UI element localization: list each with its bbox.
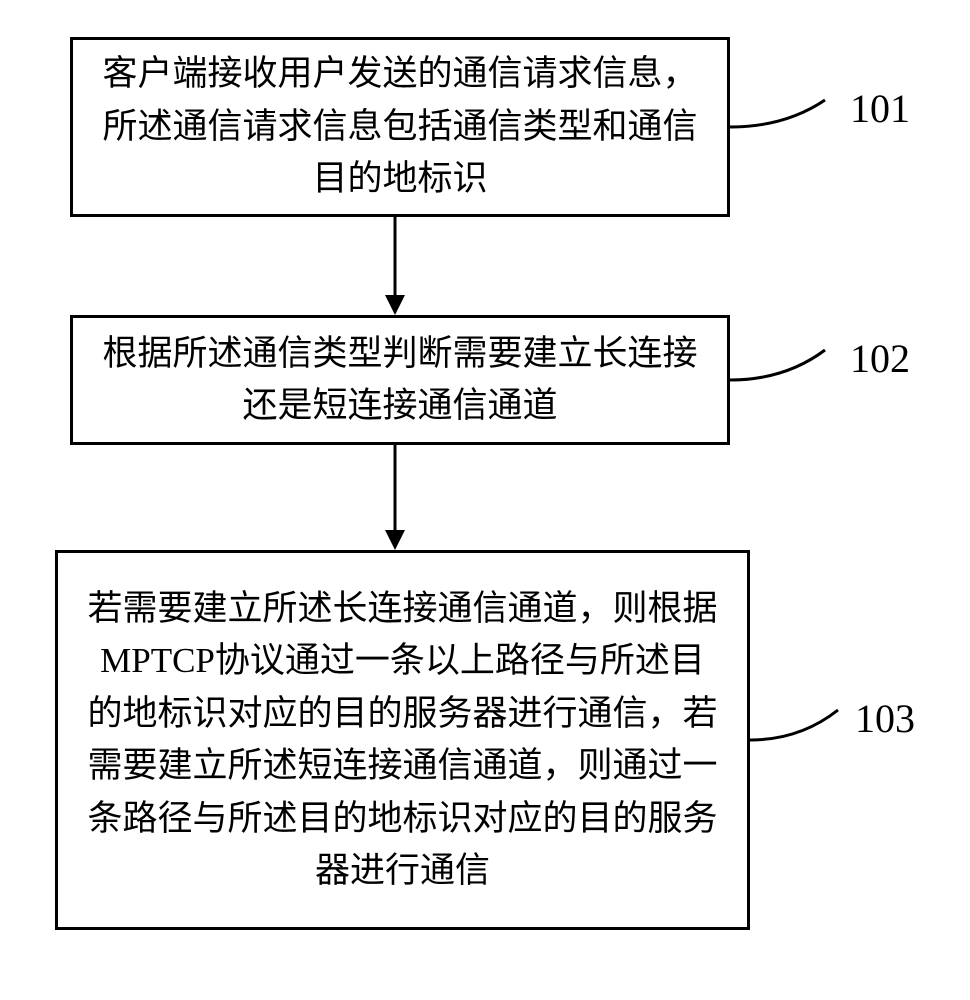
box-102-text: 根据所述通信类型判断需要建立长连接还是短连接通信通道 — [98, 328, 702, 433]
box-103-label: 103 — [855, 695, 915, 742]
flowchart-box-101: 客户端接收用户发送的通信请求信息，所述通信请求信息包括通信类型和通信目的地标识 — [70, 37, 730, 217]
arrow-1 — [380, 217, 410, 315]
flowchart-box-102: 根据所述通信类型判断需要建立长连接还是短连接通信通道 — [70, 315, 730, 445]
arrow-2 — [380, 445, 410, 550]
box-103-text: 若需要建立所述长连接通信通道，则根据MPTCP协议通过一条以上路径与所述目的地标… — [83, 583, 722, 898]
curve-connector-3 — [750, 695, 860, 755]
box-101-text: 客户端接收用户发送的通信请求信息，所述通信请求信息包括通信类型和通信目的地标识 — [98, 48, 702, 206]
curve-connector-1 — [730, 85, 850, 145]
box-102-label: 102 — [850, 335, 910, 382]
flowchart-box-103: 若需要建立所述长连接通信通道，则根据MPTCP协议通过一条以上路径与所述目的地标… — [55, 550, 750, 930]
curve-connector-2 — [730, 335, 850, 395]
flowchart-container: 客户端接收用户发送的通信请求信息，所述通信请求信息包括通信类型和通信目的地标识 … — [0, 0, 970, 1000]
box-101-label: 101 — [850, 85, 910, 132]
